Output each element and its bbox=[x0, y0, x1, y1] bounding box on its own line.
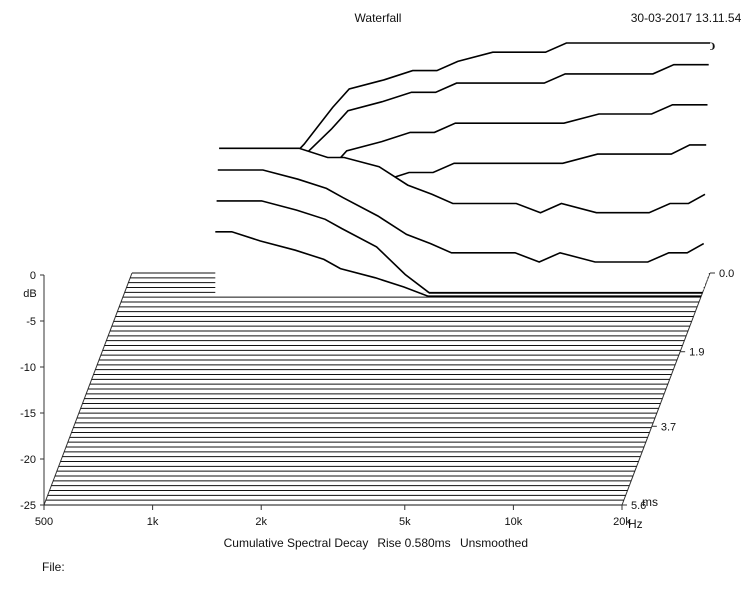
x-tick-label: 10k bbox=[505, 516, 523, 528]
z-axis-unit: ms bbox=[642, 495, 658, 509]
chart-timestamp: 30-03-2017 13.11.54 bbox=[631, 11, 742, 25]
chart-title: Waterfall bbox=[355, 11, 402, 25]
y-axis-label: dB bbox=[23, 288, 36, 300]
x-tick-label: 20k bbox=[613, 516, 631, 528]
y-tick-label: -10 bbox=[20, 362, 36, 374]
decay-slice-line bbox=[215, 231, 702, 297]
x-axis-unit: Hz bbox=[628, 517, 643, 531]
x-tick-label: 2k bbox=[255, 516, 267, 528]
decay-slice-line bbox=[217, 169, 705, 263]
decay-slice-line bbox=[219, 147, 706, 214]
decay-slice-line bbox=[223, 42, 710, 255]
file-label: File: bbox=[42, 560, 65, 574]
x-tick-label: 5k bbox=[399, 516, 411, 528]
y-tick-label: -15 bbox=[20, 408, 36, 420]
z-tick-label: 1.9 bbox=[689, 347, 704, 359]
caption-label: Cumulative Spectral Decay bbox=[224, 536, 369, 550]
floor-slices bbox=[44, 272, 710, 506]
z-tick-label: 3.7 bbox=[661, 421, 676, 433]
x-tick-label: 1k bbox=[147, 516, 159, 528]
decay-slices bbox=[215, 42, 710, 297]
caption-rise: Rise 0.580ms bbox=[377, 536, 450, 550]
decay-slice-fill bbox=[215, 231, 702, 297]
x-tick-label: 500 bbox=[35, 516, 53, 528]
y-tick-label: 0 bbox=[30, 270, 36, 282]
z-tick-label: 0.0 bbox=[719, 268, 734, 280]
caption-smoothing: Unsmoothed bbox=[460, 536, 528, 550]
decay-slice-line bbox=[216, 200, 703, 294]
z-tick-label: 5.6 bbox=[631, 500, 646, 512]
axis-ticks: 0 -5 -10 -15 -20 -25 500 1k 2k 5k 10k 20k 0.0 1.9 3.7 5… bbox=[20, 268, 734, 528]
y-tick-label: -25 bbox=[20, 500, 36, 512]
y-tick-label: -5 bbox=[26, 316, 36, 328]
y-tick-label: -20 bbox=[20, 454, 36, 466]
